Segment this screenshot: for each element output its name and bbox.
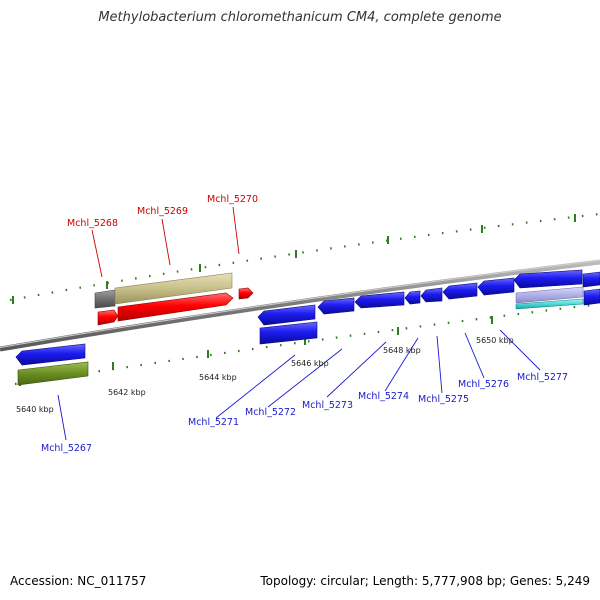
gene-label-mchl-5272[interactable]: Mchl_5272: [245, 407, 296, 418]
gene-mchl-5273[interactable]: [317, 297, 355, 315]
coord-label-5650: 5650 kbp: [476, 336, 514, 345]
gene-label-mchl-5271[interactable]: Mchl_5271: [188, 417, 239, 428]
gene-blue-edge[interactable]: [582, 271, 600, 288]
upper-major-ticks: [12, 214, 576, 304]
genome-title: Methylobacterium chloromethanicum CM4, c…: [98, 10, 502, 25]
coord-label-5648: 5648 kbp: [383, 346, 421, 355]
gene-mchl-5275[interactable]: [404, 290, 421, 305]
gene-mchl-5274[interactable]: [354, 291, 405, 309]
top-leader-lines: [91, 206, 240, 278]
coord-label-5646: 5646 kbp: [291, 359, 329, 368]
gene-red-small-1[interactable]: [97, 309, 119, 326]
gene-blue-left[interactable]: [15, 343, 86, 366]
gene-blue-small[interactable]: [420, 287, 443, 303]
bottom-leader-lines: [57, 329, 541, 441]
gene-mchl-5272[interactable]: [259, 321, 318, 345]
gene-label-mchl-5273[interactable]: Mchl_5273: [302, 400, 353, 411]
gene-label-mchl-5268[interactable]: Mchl_5268: [67, 218, 118, 229]
gene-red-small-2[interactable]: [238, 287, 254, 300]
gene-blue-long[interactable]: [513, 269, 583, 289]
gene-lavender[interactable]: [515, 286, 584, 304]
gene-blue-edge-2[interactable]: [583, 288, 600, 306]
gene-mchl-5269[interactable]: [114, 272, 233, 305]
coord-label-5642: 5642 kbp: [108, 388, 146, 397]
gene-mchl-5268[interactable]: [94, 289, 116, 309]
gene-mchl-5277[interactable]: [477, 277, 515, 296]
gene-label-mchl-5269[interactable]: Mchl_5269: [137, 206, 188, 217]
gene-mchl-5267[interactable]: [17, 361, 89, 386]
upper-tick-track: [9, 212, 600, 302]
gene-label-mchl-5274[interactable]: Mchl_5274: [358, 391, 409, 402]
genome-backbone: [0, 259, 600, 352]
gene-label-mchl-5270[interactable]: Mchl_5270: [207, 194, 258, 205]
gene-mchl-5270[interactable]: [117, 292, 234, 322]
coord-label-5640: 5640 kbp: [16, 405, 54, 414]
gene-label-mchl-5275[interactable]: Mchl_5275: [418, 394, 469, 405]
genome-summary-text: Topology: circular; Length: 5,777,908 bp…: [260, 574, 590, 588]
accession-text: Accession: NC_011757: [10, 574, 147, 588]
gene-label-mchl-5277[interactable]: Mchl_5277: [517, 372, 568, 383]
gene-mchl-5276[interactable]: [442, 282, 478, 300]
gene-cyan[interactable]: [515, 298, 584, 310]
gene-mchl-5271[interactable]: [257, 304, 316, 326]
gene-label-mchl-5267[interactable]: Mchl_5267: [41, 443, 92, 454]
coord-label-5644: 5644 kbp: [199, 373, 237, 382]
lower-major-ticks: [19, 316, 493, 386]
gene-label-mchl-5276[interactable]: Mchl_5276: [458, 379, 509, 390]
